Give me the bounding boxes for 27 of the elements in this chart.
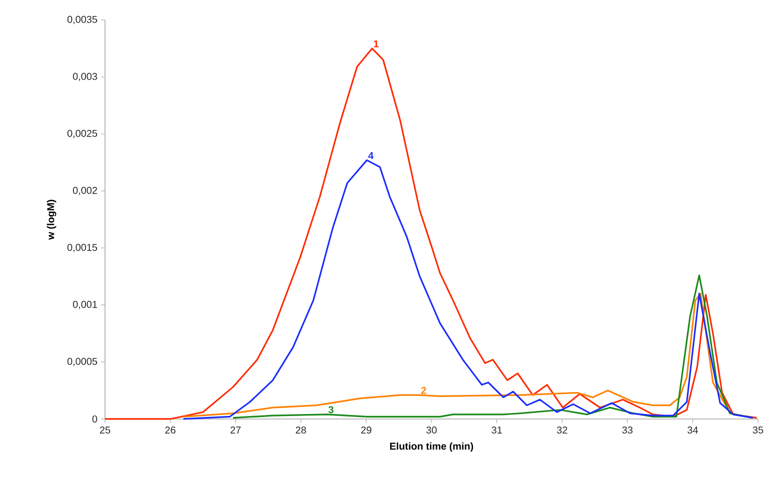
- x-tick-label: 35: [752, 426, 764, 434]
- x-tick-label: 33: [622, 426, 633, 434]
- y-tick-label: 0,003: [72, 72, 98, 82]
- series-label: 2: [421, 386, 426, 394]
- y-tick-label: 0: [92, 415, 98, 423]
- x-tick-label: 27: [230, 426, 241, 434]
- y-tick-label: 0,0015: [67, 244, 98, 252]
- x-tick-label: 34: [688, 426, 698, 434]
- y-tick-label: 0,0025: [67, 130, 98, 138]
- series-label: 1: [374, 40, 379, 48]
- x-tick-label: 30: [426, 426, 437, 434]
- y-tick-label: 0,002: [72, 186, 98, 196]
- y-tick-label: 0,0035: [67, 16, 98, 24]
- x-tick-label: 32: [556, 426, 568, 434]
- x-tick-label: 29: [361, 426, 372, 434]
- line-series: [182, 159, 754, 420]
- y-tick-label: 0,0005: [67, 358, 98, 366]
- series-label: 3: [328, 406, 334, 414]
- series-label: 4: [368, 152, 374, 160]
- x-tick-label: 28: [296, 426, 306, 434]
- line-series: [232, 274, 754, 419]
- y-tick-label: 0,001: [72, 300, 98, 310]
- x-tick-label: 31: [492, 426, 502, 434]
- x-axis-title: Elution time (min): [390, 442, 474, 452]
- y-axis-title: w (logM): [46, 200, 56, 240]
- x-tick-label: 26: [165, 426, 176, 434]
- x-tick-label: 25: [100, 426, 110, 434]
